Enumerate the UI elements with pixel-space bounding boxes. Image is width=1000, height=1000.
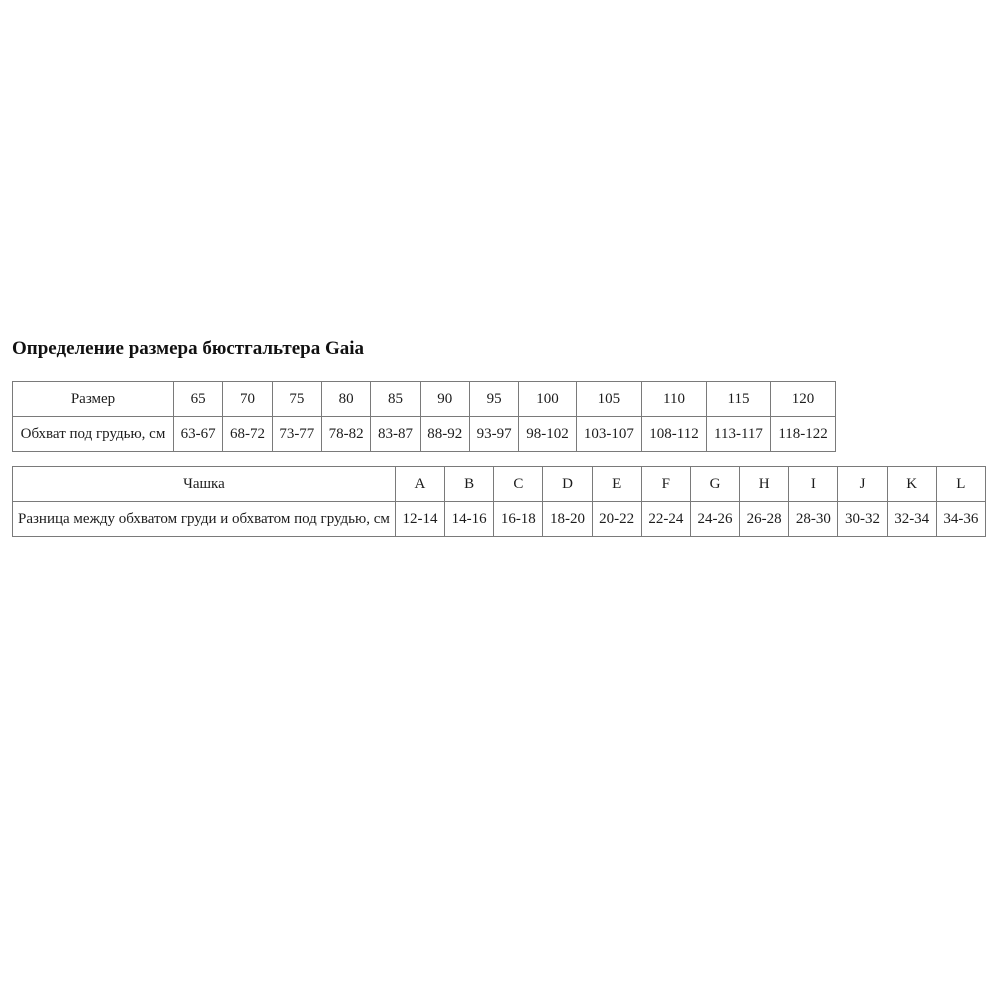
page-title: Определение размера бюстгальтера Gaia	[12, 338, 365, 359]
value-cell: 14-16	[444, 501, 495, 537]
value-cell: A	[394, 466, 446, 502]
value-cell: 80	[320, 381, 372, 417]
value-cell: 110	[641, 381, 707, 417]
value-cell: H	[739, 466, 790, 502]
value-cell: C	[493, 466, 544, 502]
value-cell: 32-34	[886, 501, 937, 537]
value-cell: 98-102	[518, 416, 577, 452]
row-header-cell: Обхват под грудью, см	[12, 416, 174, 452]
value-cell: 113-117	[705, 416, 772, 452]
value-cell: D	[542, 466, 593, 502]
band-size-table: Размер 65 70 75 80 85 90 95 100 105 110 115 120 Обхва…	[12, 381, 836, 452]
cup-size-table: Чашка A B C D E F G H I J K L Разница между обхватом …	[12, 466, 987, 537]
value-cell: 85	[370, 381, 421, 417]
value-cell: 90	[419, 381, 470, 417]
value-cell: E	[591, 466, 642, 502]
value-cell: 100	[518, 381, 577, 417]
value-cell: G	[689, 466, 741, 502]
document-page: Определение размера бюстгальтера Gaia Ра…	[12, 338, 987, 537]
value-cell: 78-82	[320, 416, 372, 452]
value-cell: 16-18	[493, 501, 544, 537]
value-cell: 28-30	[788, 501, 839, 537]
row-header-cell: Разница между обхватом груди и обхватом …	[12, 501, 396, 537]
value-cell: 26-28	[739, 501, 790, 537]
value-cell: 65	[172, 381, 224, 417]
value-cell: B	[444, 466, 495, 502]
value-cell: 22-24	[640, 501, 691, 537]
value-cell: I	[788, 466, 839, 502]
value-cell: 63-67	[172, 416, 224, 452]
value-cell: 68-72	[222, 416, 273, 452]
value-cell: 34-36	[935, 501, 987, 537]
table-row: Разница между обхватом груди и обхватом …	[12, 501, 987, 537]
value-cell: 120	[770, 381, 836, 417]
value-cell: 115	[705, 381, 772, 417]
row-header-cell: Размер	[12, 381, 174, 417]
value-cell: 20-22	[591, 501, 642, 537]
table-row: Чашка A B C D E F G H I J K L	[12, 466, 987, 502]
value-cell: 118-122	[770, 416, 836, 452]
value-cell: 24-26	[689, 501, 741, 537]
value-cell: 12-14	[394, 501, 446, 537]
value-cell: L	[935, 466, 987, 502]
table-row: Обхват под грудью, см 63-67 68-72 73-77 78-8…	[12, 416, 836, 452]
value-cell: 108-112	[641, 416, 707, 452]
value-cell: 75	[271, 381, 322, 417]
row-header-cell: Чашка	[12, 466, 396, 502]
value-cell: 105	[575, 381, 643, 417]
value-cell: 103-107	[575, 416, 643, 452]
value-cell: 73-77	[271, 416, 322, 452]
value-cell: F	[640, 466, 691, 502]
value-cell: 95	[468, 381, 520, 417]
table-row: Размер 65 70 75 80 85 90 95 100 105 110 115 120	[12, 381, 836, 417]
value-cell: 93-97	[468, 416, 520, 452]
value-cell: 18-20	[542, 501, 593, 537]
value-cell: 83-87	[370, 416, 421, 452]
value-cell: K	[886, 466, 937, 502]
value-cell: J	[837, 466, 888, 502]
value-cell: 30-32	[837, 501, 888, 537]
value-cell: 70	[222, 381, 273, 417]
value-cell: 88-92	[419, 416, 470, 452]
